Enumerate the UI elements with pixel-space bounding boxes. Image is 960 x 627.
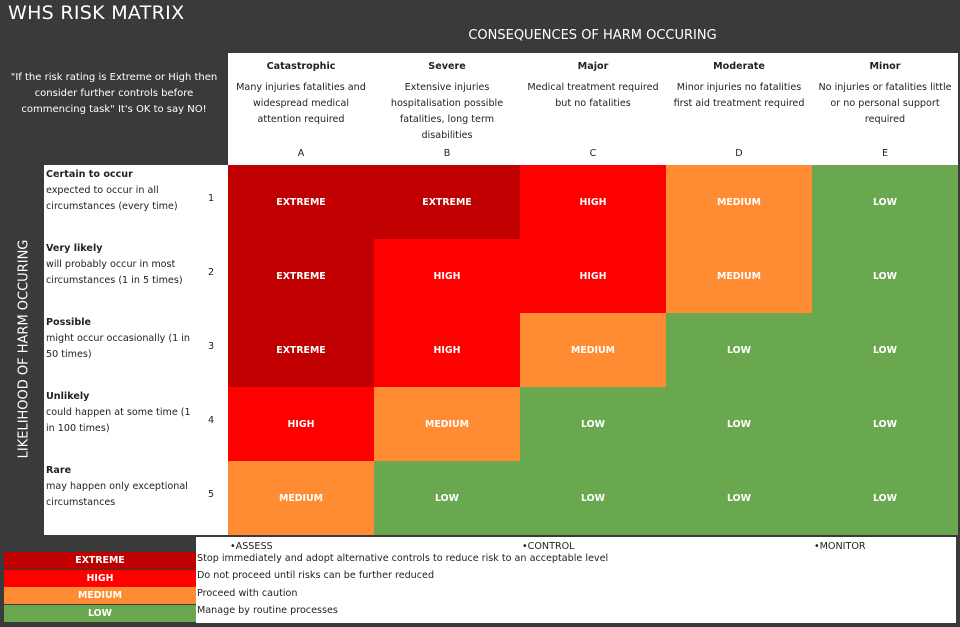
- consequence-letter: A: [297, 148, 305, 159]
- likelihood-description: could happen at some time (1 in 100 time…: [46, 407, 191, 434]
- likelihood-number: 4: [207, 415, 215, 426]
- likelihood-row: Unlikely could happen at some time (1 in …: [44, 387, 228, 461]
- likelihood-row: Possible might occur occasionally (1 in 5…: [44, 313, 228, 387]
- likelihood-description: may happen only exceptional circumstance…: [46, 481, 188, 508]
- risk-cell: LOW: [520, 387, 666, 461]
- risk-cell: LOW: [812, 461, 958, 535]
- consequences-title: CONSEQUENCES OF HARM OCCURING: [468, 28, 717, 43]
- likelihood-row: Rare may happen only exceptional circumst…: [44, 461, 228, 535]
- legend-text-medium: Proceed with caution: [197, 588, 298, 599]
- risk-cell: EXTREME: [228, 165, 374, 239]
- risk-cell: LOW: [666, 313, 812, 387]
- consequence-description: Many injuries fatalities and widespread …: [236, 82, 366, 125]
- likelihood-name: Unlikely: [46, 391, 90, 402]
- risk-cell: LOW: [812, 387, 958, 461]
- risk-cell: HIGH: [520, 165, 666, 239]
- risk-cell: LOW: [812, 313, 958, 387]
- action-monitor: •MONITOR: [814, 541, 866, 552]
- legend-chip-extreme: EXTREME: [4, 552, 196, 569]
- consequence-name: Minor: [869, 61, 901, 72]
- legend-text-extreme: Stop immediately and adopt alternative c…: [197, 553, 609, 564]
- risk-cell: HIGH: [374, 239, 520, 313]
- action-assess: •ASSESS: [230, 541, 273, 552]
- likelihood-number: 5: [207, 489, 215, 500]
- risk-cell: LOW: [520, 461, 666, 535]
- risk-cell: EXTREME: [228, 313, 374, 387]
- likelihood-description: might occur occasionally (1 in 50 times): [46, 333, 190, 360]
- legend-chip-medium: MEDIUM: [4, 587, 196, 604]
- risk-matrix-grid: EXTREME EXTREME HIGH MEDIUM LOW EXTREME HIGH HI…: [228, 165, 958, 535]
- consequence-description: No injuries or fatalities little or no p…: [818, 82, 952, 125]
- consequence-letter: E: [881, 148, 889, 159]
- likelihood-name: Possible: [46, 317, 91, 328]
- risk-cell: LOW: [666, 461, 812, 535]
- legend-chip-high: HIGH: [4, 569, 196, 587]
- likelihood-description: expected to occur in all circumstances (…: [46, 185, 178, 212]
- legend-panel: •ASSESS •CONTROL •MONITOR Stop immediate…: [196, 537, 956, 623]
- consequence-name: Severe: [428, 61, 466, 72]
- likelihood-name: Certain to occur: [46, 169, 133, 180]
- consequence-name: Major: [577, 61, 609, 72]
- likelihood-number: 2: [207, 267, 215, 278]
- risk-cell: MEDIUM: [666, 239, 812, 313]
- risk-cell: EXTREME: [374, 165, 520, 239]
- consequence-description: Extensive injuries hospitalisation possi…: [390, 82, 504, 141]
- risk-cell: MEDIUM: [666, 165, 812, 239]
- risk-note: "If the risk rating is Extreme or High t…: [10, 72, 218, 115]
- likelihood-title: LIKELIHOOD OF HARM OCCURING: [4, 165, 44, 533]
- likelihood-title-text: LIKELIHOOD OF HARM OCCURING: [16, 239, 32, 459]
- risk-cell: LOW: [812, 239, 958, 313]
- risk-cell: MEDIUM: [520, 313, 666, 387]
- risk-cell: HIGH: [520, 239, 666, 313]
- consequence-letter: D: [735, 148, 743, 159]
- likelihood-rows: Certain to occur expected to occur in all…: [44, 165, 228, 535]
- risk-cell: HIGH: [374, 313, 520, 387]
- likelihood-row: Certain to occur expected to occur in all…: [44, 165, 228, 239]
- likelihood-description: will probably occur in most circumstance…: [46, 259, 183, 286]
- consequence-column: Severe Extensive injuries hospitalisation…: [374, 53, 520, 165]
- likelihood-name: Rare: [46, 465, 72, 476]
- action-control: •CONTROL: [522, 541, 575, 552]
- risk-cell: LOW: [666, 387, 812, 461]
- consequence-name: Moderate: [713, 61, 765, 72]
- likelihood-row: Very likely will probably occur in most c…: [44, 239, 228, 313]
- legend-text-low: Manage by routine processes: [197, 605, 338, 616]
- likelihood-number: 3: [207, 341, 215, 352]
- consequence-column: Catastrophic Many injuries fatalities and…: [228, 53, 374, 165]
- consequence-description: Medical treatment required but no fatali…: [527, 82, 659, 109]
- legend-chip-low: LOW: [4, 604, 196, 622]
- risk-cell: MEDIUM: [374, 387, 520, 461]
- risk-cell: HIGH: [228, 387, 374, 461]
- consequence-letter: B: [443, 148, 451, 159]
- consequence-column: Minor No injuries or fatalities little or…: [812, 53, 958, 165]
- consequence-column: Moderate Minor injuries no fatalities fir…: [666, 53, 812, 165]
- consequence-description: Minor injuries no fatalities first aid t…: [673, 82, 805, 109]
- risk-cell: MEDIUM: [228, 461, 374, 535]
- consequence-column: Major Medical treatment required but no f…: [520, 53, 666, 165]
- consequence-name: Catastrophic: [266, 61, 336, 72]
- legend-text-high: Do not proceed until risks can be furthe…: [197, 570, 435, 581]
- consequence-letter: C: [589, 148, 597, 159]
- risk-cell: LOW: [812, 165, 958, 239]
- consequence-headers: Catastrophic Many injuries fatalities and…: [228, 53, 958, 165]
- risk-cell: EXTREME: [228, 239, 374, 313]
- risk-cell: LOW: [374, 461, 520, 535]
- likelihood-name: Very likely: [46, 243, 103, 254]
- page-title: WHS RISK MATRIX: [8, 2, 185, 24]
- likelihood-number: 1: [207, 193, 215, 204]
